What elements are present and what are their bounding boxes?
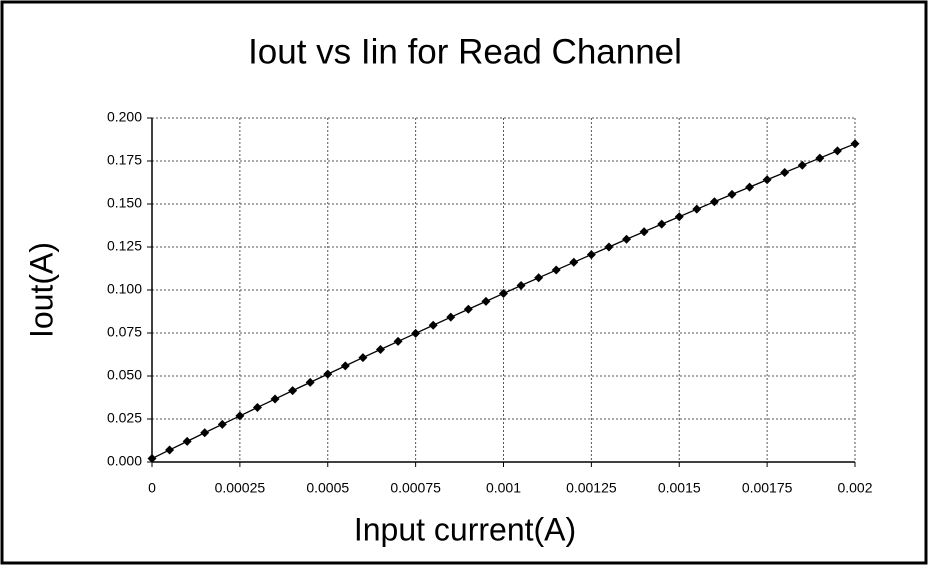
y-tick-label: 0.000 — [107, 453, 142, 469]
data-point — [288, 386, 298, 396]
data-point — [463, 304, 473, 314]
data-point — [358, 353, 368, 363]
data-point — [797, 160, 807, 170]
y-tick-label: 0.150 — [107, 195, 142, 211]
x-tick-label: 0.001 — [486, 480, 521, 496]
data-point — [692, 204, 702, 214]
data-point — [323, 369, 333, 379]
data-point — [375, 345, 385, 355]
data-point — [499, 288, 508, 298]
x-tick-label: 0.00025 — [215, 480, 266, 496]
y-axis-label: Iout(A) — [23, 242, 59, 338]
data-point — [850, 139, 860, 149]
data-point — [147, 454, 157, 464]
y-tick-label: 0.075 — [107, 324, 142, 340]
data-point — [657, 219, 667, 229]
data-point — [270, 394, 280, 404]
x-tick-label: 0.00125 — [566, 480, 617, 496]
data-point — [745, 182, 755, 192]
data-point — [252, 402, 262, 412]
data-point — [446, 312, 456, 322]
y-tick-label: 0.100 — [107, 281, 142, 297]
data-point — [534, 273, 544, 283]
data-point — [709, 197, 719, 207]
data-point — [674, 212, 684, 222]
y-tick-label: 0.025 — [107, 410, 142, 426]
data-point — [622, 234, 632, 244]
data-point — [815, 153, 825, 163]
data-point — [481, 296, 491, 306]
data-point — [200, 428, 210, 438]
data-point — [832, 146, 842, 156]
y-tick-label: 0.125 — [107, 238, 142, 254]
y-tick-label: 0.175 — [107, 152, 142, 168]
x-tick-label: 0.00175 — [742, 480, 793, 496]
x-tick-label: 0.002 — [837, 480, 872, 496]
data-point — [411, 328, 421, 338]
data-point — [393, 336, 403, 346]
data-point — [639, 227, 649, 237]
x-tick-label: 0.0015 — [658, 480, 701, 496]
data-point — [762, 175, 772, 185]
data-point — [780, 168, 790, 178]
chart-title: Iout vs Iin for Read Channel — [248, 32, 682, 71]
y-tick-label: 0.200 — [107, 109, 142, 125]
data-point — [586, 250, 596, 260]
data-point — [165, 445, 175, 455]
x-axis-label: Input current(A) — [354, 511, 576, 547]
x-tick-label: 0.00075 — [390, 480, 441, 496]
data-point — [551, 265, 561, 275]
data-point — [569, 257, 579, 267]
data-point — [428, 320, 438, 330]
data-point — [727, 189, 737, 199]
data-point — [182, 436, 192, 446]
x-tick-label: 0 — [148, 480, 156, 496]
data-point — [516, 281, 526, 291]
data-point — [604, 242, 614, 252]
data-point — [340, 361, 350, 371]
data-point — [217, 419, 227, 429]
data-point — [305, 377, 315, 387]
data-point — [235, 411, 245, 421]
y-tick-label: 0.050 — [107, 367, 142, 383]
x-tick-label: 0.0005 — [306, 480, 349, 496]
